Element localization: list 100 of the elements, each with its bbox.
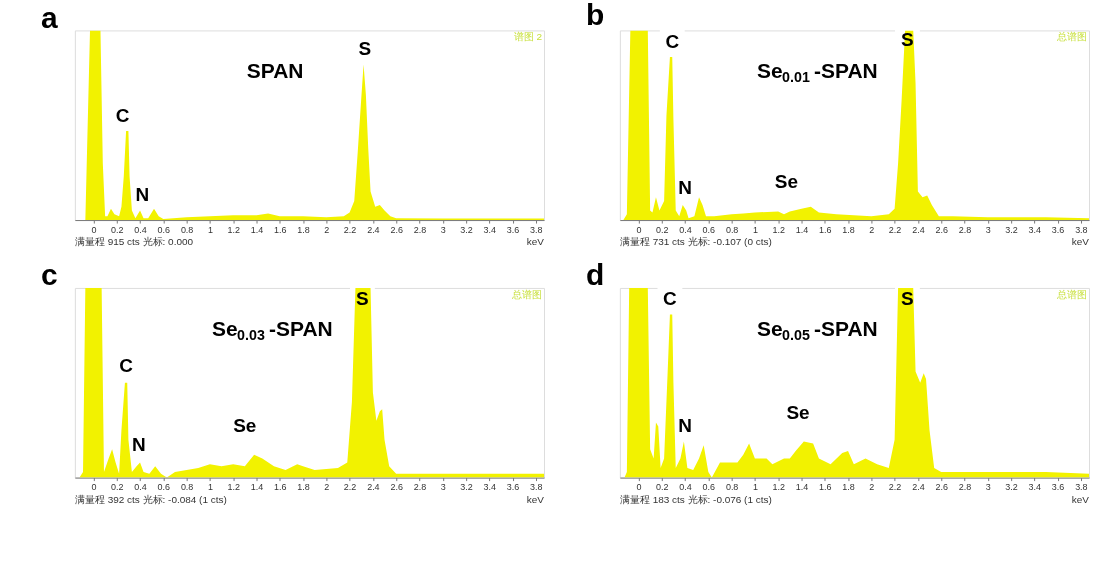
text: 满量程 915 cts 光标: 0.000 <box>74 236 194 248</box>
x-tick-label: 1.2 <box>772 224 785 235</box>
x-tick-label: 0.2 <box>111 482 124 493</box>
chart-title: d <box>585 257 605 291</box>
x-tick-label: 1.8 <box>842 482 855 493</box>
x-tick-label: 0 <box>91 224 97 235</box>
x-tick-label: 2.4 <box>367 224 380 235</box>
x-tick-label: 0 <box>91 482 97 493</box>
annotation: C <box>119 354 134 376</box>
x-axis-title: keV <box>526 236 545 248</box>
x-tick-label: 0.4 <box>679 482 692 493</box>
x-tick-label: 0 <box>636 224 642 235</box>
annotation: N <box>678 176 692 198</box>
x-tick-label: 2.4 <box>367 482 380 493</box>
x-tick-label: 0.2 <box>656 224 669 235</box>
x-tick-label: 1.8 <box>297 224 310 235</box>
x-tick-label: 3 <box>440 224 446 235</box>
x-tick-label: 3.8 <box>530 224 543 235</box>
x-tick-label: 3 <box>985 224 991 235</box>
x-axis-title: keV <box>1071 493 1090 505</box>
annotation: N <box>135 184 150 206</box>
x-tick-label: 0.4 <box>134 224 147 235</box>
x-tick-label: 0.8 <box>180 482 194 493</box>
x-tick-label: 2.8 <box>958 482 972 493</box>
x-tick-label: 3.2 <box>460 482 473 493</box>
x-tick-label: 2.4 <box>912 224 925 235</box>
x-tick-label: 2.2 <box>888 482 902 493</box>
x-tick-label: 3.2 <box>1005 224 1018 235</box>
x-tick-label: 2.2 <box>888 224 902 235</box>
x-tick-label: 3.2 <box>1005 482 1018 493</box>
text: 满量程 731 cts 光标: -0.107 (0 cts) <box>619 236 772 248</box>
annotation: 总谱图 <box>1056 288 1088 300</box>
annotation: N <box>132 434 146 456</box>
x-tick-label: 0.8 <box>180 224 194 235</box>
x-tick-label: 0.4 <box>679 224 692 235</box>
annotation: C <box>115 104 130 126</box>
x-tick-label: 3.2 <box>460 224 473 235</box>
x-tick-label: 0 <box>636 482 642 493</box>
x-tick-label: 2.6 <box>935 224 948 235</box>
x-tick-label: 1.4 <box>250 482 264 493</box>
x-tick-label: 2 <box>324 482 330 493</box>
annotation: N <box>678 415 692 437</box>
chart-title: a <box>40 1 58 35</box>
annotation: 谱图 2 <box>513 31 543 43</box>
annotation: SPAN <box>246 59 304 83</box>
x-tick-label: 3.4 <box>1028 482 1042 493</box>
x-tick-label: 1.2 <box>772 482 785 493</box>
x-tick-label: 0.2 <box>656 482 669 493</box>
text: 满量程 392 cts 光标: -0.084 (1 cts) <box>74 493 227 505</box>
x-tick-label: 3.6 <box>1051 224 1065 235</box>
x-tick-label: 2 <box>324 224 330 235</box>
x-tick-label: 2.8 <box>958 224 972 235</box>
annotation: Se <box>233 415 257 437</box>
x-tick-label: 3.8 <box>1075 224 1088 235</box>
x-tick-label: 3 <box>985 482 991 493</box>
x-tick-label: 1.2 <box>227 482 240 493</box>
annotation: C <box>663 288 678 310</box>
x-tick-label: 3.6 <box>506 482 520 493</box>
x-tick-label: 3.6 <box>506 224 520 235</box>
x-tick-label: 3.6 <box>1051 482 1065 493</box>
annotation: S <box>358 38 372 60</box>
annotation: S <box>356 288 369 310</box>
x-tick-label: 1 <box>752 482 758 493</box>
x-tick-label: 1.4 <box>795 482 809 493</box>
x-axis-title: keV <box>1071 236 1090 248</box>
x-tick-label: 1 <box>752 224 758 235</box>
text: 满量程 183 cts 光标: -0.076 (1 cts) <box>619 493 772 505</box>
x-tick-label: 2.8 <box>413 482 427 493</box>
annotation: Se <box>774 171 798 193</box>
x-tick-label: 1.6 <box>274 224 287 235</box>
x-tick-label: 0.8 <box>725 224 739 235</box>
annotation: 总谱图 <box>1056 31 1088 43</box>
x-tick-label: 2.6 <box>935 482 948 493</box>
x-tick-label: 3.4 <box>483 224 497 235</box>
x-tick-label: 0.6 <box>157 482 171 493</box>
x-tick-label: 1.8 <box>297 482 310 493</box>
x-tick-label: 1.6 <box>274 482 287 493</box>
x-tick-label: 0.6 <box>702 224 716 235</box>
x-tick-label: 2.6 <box>390 482 403 493</box>
x-tick-label: 3 <box>440 482 446 493</box>
x-tick-label: 0.6 <box>157 224 171 235</box>
x-tick-label: 3.4 <box>1028 224 1042 235</box>
annotation: 总谱图 <box>511 288 543 300</box>
x-tick-label: 0.4 <box>134 482 147 493</box>
x-tick-label: 0.8 <box>725 482 739 493</box>
x-tick-label: 2.4 <box>912 482 925 493</box>
x-tick-label: 1.4 <box>250 224 264 235</box>
x-tick-label: 1.6 <box>819 224 832 235</box>
x-tick-label: 3.8 <box>1075 482 1088 493</box>
x-tick-label: 0.6 <box>702 482 716 493</box>
x-tick-label: 1.6 <box>819 482 832 493</box>
x-tick-label: 1.8 <box>842 224 855 235</box>
x-tick-label: 1 <box>207 224 213 235</box>
annotation: S <box>901 288 914 310</box>
x-tick-label: 2.2 <box>343 482 357 493</box>
x-tick-label: 0.2 <box>111 224 124 235</box>
x-tick-label: 2 <box>869 224 875 235</box>
chart-title: b <box>585 0 605 32</box>
x-tick-label: 3.8 <box>530 482 543 493</box>
chart-title: c <box>40 257 58 291</box>
